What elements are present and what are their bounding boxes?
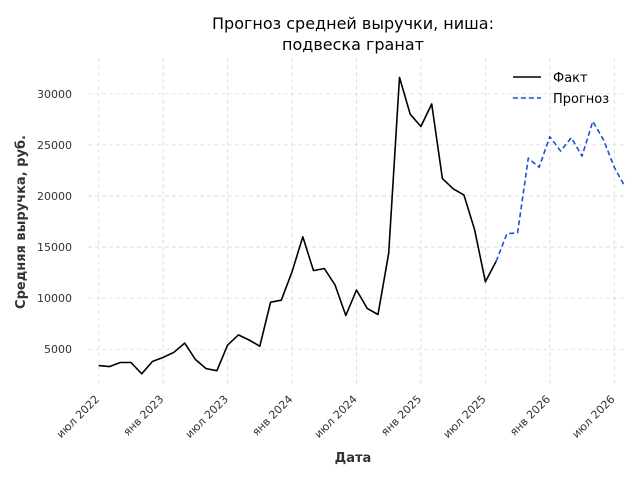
x-tick-label: июл 2022: [54, 393, 102, 441]
series-lines: [98, 76, 626, 375]
x-axis-ticks: июл 2022 янв 2023 июл 2023 янв 2024 июл 2024…: [54, 393, 618, 441]
y-tick-label: 25000: [37, 139, 72, 152]
chart-title-line-1: Прогноз средней выручки, ниша:: [212, 14, 494, 33]
y-tick-label: 15000: [37, 241, 72, 254]
x-tick-label: июл 2023: [183, 393, 231, 441]
x-axis-label: Дата: [335, 451, 372, 466]
grid: [88, 58, 625, 385]
y-tick-label: 10000: [37, 292, 72, 305]
x-tick-label: июл 2024: [312, 393, 360, 441]
y-tick-label: 5000: [44, 343, 72, 356]
legend-label-forecast: Прогноз: [553, 92, 609, 107]
x-tick-label: янв 2026: [507, 393, 553, 439]
x-tick-label: янв 2023: [121, 393, 167, 439]
y-axis-ticks: 5000 10000 15000 20000 25000 30000: [37, 88, 72, 356]
chart-title-line-2: подвеска гранат: [282, 35, 424, 54]
y-axis-label: Средняя выручка, руб.: [14, 135, 29, 309]
legend-label-fact: Факт: [553, 71, 588, 86]
x-tick-label: янв 2025: [378, 393, 424, 439]
x-tick-label: июл 2026: [570, 393, 618, 441]
y-tick-label: 30000: [37, 88, 72, 101]
x-tick-label: июл 2025: [441, 393, 489, 441]
series-line-fact: [98, 76, 497, 375]
legend: Факт Прогноз: [513, 71, 609, 107]
y-tick-label: 20000: [37, 190, 72, 203]
x-tick-label: янв 2024: [250, 393, 296, 439]
series-line-forecast: [495, 120, 626, 262]
